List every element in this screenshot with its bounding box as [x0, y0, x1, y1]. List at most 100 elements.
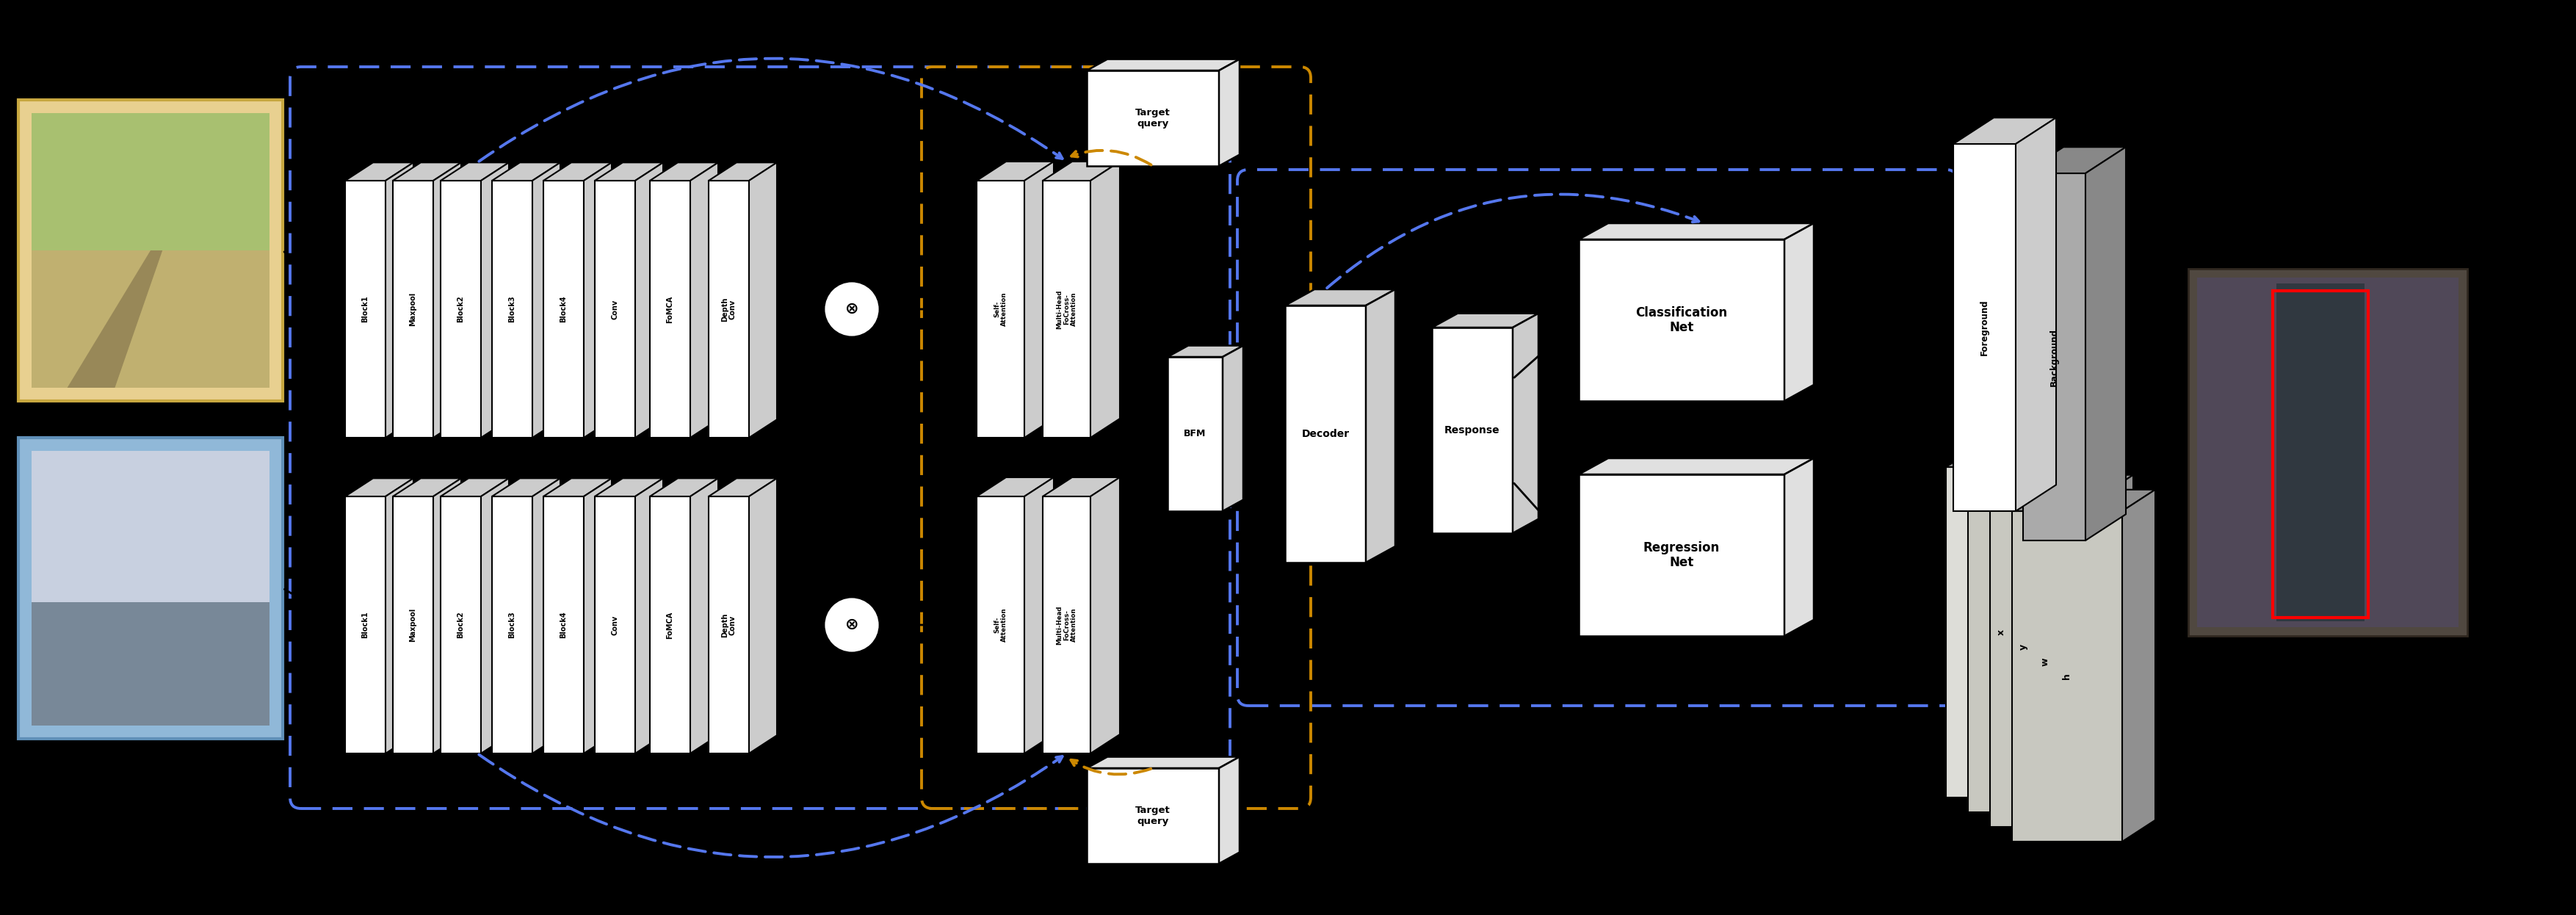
Polygon shape [976, 478, 1054, 497]
Polygon shape [595, 180, 636, 437]
Polygon shape [1090, 162, 1121, 437]
Polygon shape [2012, 490, 2156, 511]
Text: h: h [2063, 673, 2071, 680]
Polygon shape [544, 163, 611, 180]
Polygon shape [533, 479, 562, 753]
FancyBboxPatch shape [2187, 269, 2468, 636]
Text: Target
query: Target query [1136, 805, 1170, 826]
Text: Block3: Block3 [507, 611, 515, 639]
Polygon shape [386, 163, 412, 437]
Polygon shape [649, 180, 690, 437]
Polygon shape [1365, 289, 1396, 563]
Text: Block1: Block1 [361, 296, 368, 323]
FancyArrowPatch shape [1072, 760, 1151, 774]
Text: Multi-Head
FoCross-
Attention: Multi-Head FoCross- Attention [1056, 289, 1077, 328]
Polygon shape [386, 479, 412, 753]
Text: w: w [2040, 657, 2050, 666]
FancyBboxPatch shape [31, 602, 270, 726]
Text: ⊗: ⊗ [845, 618, 858, 632]
Polygon shape [1968, 481, 2079, 813]
Polygon shape [595, 163, 662, 180]
Polygon shape [1025, 162, 1054, 437]
Polygon shape [544, 497, 585, 753]
Polygon shape [482, 163, 510, 437]
Polygon shape [492, 497, 533, 753]
Circle shape [824, 281, 881, 337]
Text: Background: Background [2050, 328, 2058, 386]
Polygon shape [1991, 475, 2133, 497]
Polygon shape [1043, 478, 1121, 497]
Text: Block1: Block1 [361, 611, 368, 639]
Polygon shape [750, 163, 778, 437]
Text: Regression
Net: Regression Net [1643, 541, 1721, 569]
Text: Self-
Attention: Self- Attention [994, 608, 1007, 642]
Polygon shape [1043, 180, 1090, 437]
Text: Block2: Block2 [456, 611, 464, 639]
Polygon shape [394, 479, 461, 497]
Polygon shape [2123, 490, 2156, 842]
Polygon shape [2099, 475, 2133, 827]
Polygon shape [2014, 118, 2056, 511]
Polygon shape [544, 479, 611, 497]
Text: Decoder: Decoder [1301, 429, 1350, 439]
Polygon shape [440, 479, 510, 497]
Polygon shape [1043, 497, 1090, 753]
Polygon shape [585, 479, 611, 753]
Polygon shape [1043, 162, 1121, 180]
Polygon shape [750, 479, 778, 753]
FancyArrowPatch shape [479, 59, 1061, 161]
Text: Maxpool: Maxpool [410, 292, 417, 326]
Polygon shape [649, 163, 719, 180]
Text: Foreground: Foreground [1981, 299, 1989, 356]
FancyBboxPatch shape [2197, 277, 2458, 627]
Polygon shape [595, 497, 636, 753]
Text: ⊗: ⊗ [845, 302, 858, 317]
Text: Block2: Block2 [456, 296, 464, 323]
Polygon shape [1968, 460, 2112, 481]
Polygon shape [976, 162, 1054, 180]
Polygon shape [492, 163, 562, 180]
Polygon shape [976, 180, 1025, 437]
Polygon shape [394, 163, 461, 180]
Polygon shape [533, 163, 562, 437]
Polygon shape [649, 497, 690, 753]
Circle shape [824, 597, 881, 652]
Polygon shape [1953, 118, 2056, 144]
Text: Multi-Head
FoCross-
Attention: Multi-Head FoCross- Attention [1056, 606, 1077, 644]
Polygon shape [1090, 478, 1121, 753]
Text: Block4: Block4 [559, 296, 567, 323]
Text: Conv: Conv [611, 299, 618, 319]
FancyBboxPatch shape [31, 113, 270, 388]
Polygon shape [2012, 511, 2123, 842]
Polygon shape [1579, 240, 1785, 401]
FancyArrowPatch shape [1327, 194, 1698, 288]
Polygon shape [1224, 346, 1244, 511]
Polygon shape [1087, 757, 1239, 768]
Polygon shape [1953, 144, 2014, 511]
Polygon shape [690, 479, 719, 753]
Polygon shape [585, 163, 611, 437]
Polygon shape [2079, 460, 2112, 813]
FancyBboxPatch shape [2277, 284, 2365, 621]
Polygon shape [708, 497, 750, 753]
Text: Target
query: Target query [1136, 108, 1170, 128]
Text: Conv: Conv [611, 615, 618, 635]
Polygon shape [595, 479, 662, 497]
Text: FoMCA: FoMCA [667, 296, 675, 323]
Polygon shape [492, 479, 562, 497]
Polygon shape [1785, 223, 1814, 401]
Polygon shape [2087, 147, 2125, 541]
Polygon shape [440, 163, 510, 180]
Text: Maxpool: Maxpool [410, 608, 417, 642]
Text: FoMCA: FoMCA [667, 611, 675, 639]
Polygon shape [1087, 768, 1218, 864]
Polygon shape [482, 479, 510, 753]
Polygon shape [1285, 306, 1365, 563]
Polygon shape [636, 479, 662, 753]
Polygon shape [1945, 446, 2089, 467]
Polygon shape [1991, 497, 2099, 827]
Polygon shape [1167, 357, 1224, 511]
Polygon shape [708, 180, 750, 437]
Polygon shape [1579, 474, 1785, 636]
Polygon shape [649, 479, 719, 497]
